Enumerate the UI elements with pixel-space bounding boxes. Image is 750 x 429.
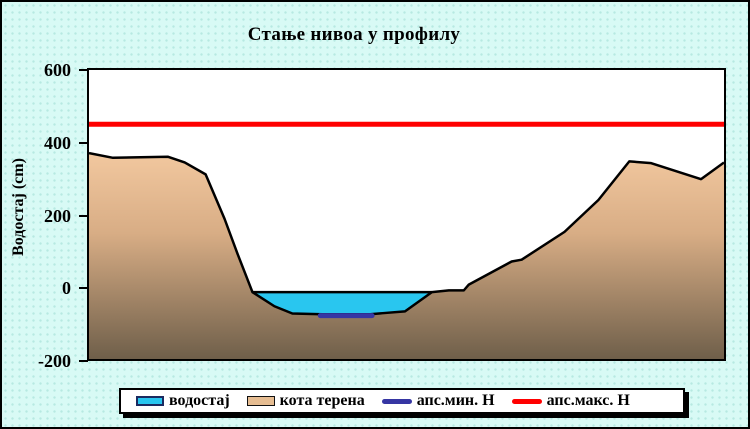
y-tick-mark [79, 360, 88, 362]
water-area [252, 292, 432, 315]
legend-item-abs-min: апс.мин. Н [381, 392, 495, 410]
legend: водостај кота терена апс.мин. Н апс.макс… [119, 388, 685, 414]
plot-area [87, 68, 726, 361]
y-tick-label: 600 [44, 60, 71, 80]
y-tick-mark [79, 141, 88, 144]
legend-label-water: водостај [169, 392, 230, 409]
terrain-swatch-icon [246, 396, 275, 406]
abs-max-line-icon [511, 398, 542, 404]
legend-item-terrain: кота терена [246, 392, 365, 410]
y-tick-label: 200 [44, 205, 71, 226]
legend-label-abs-min: апс.мин. Н [416, 392, 495, 409]
y-tick-mark [79, 69, 88, 71]
legend-item-water: водостај [136, 392, 230, 410]
abs-min-line-icon [381, 398, 412, 404]
legend-label-abs-max: апс.макс. Н [546, 392, 630, 409]
y-tick-mark [79, 214, 88, 217]
y-tick-label: -200 [38, 351, 71, 371]
profile-chart [89, 121, 724, 359]
water-swatch-icon [136, 396, 164, 406]
terrain-area [89, 153, 724, 359]
chart-title: Стање нивоа у профилу [247, 24, 461, 45]
y-tick-label: 0 [62, 278, 71, 299]
y-tick-mark [79, 287, 88, 290]
legend-item-abs-max: апс.макс. Н [511, 392, 630, 410]
legend-label-terrain: кота терена [279, 392, 365, 409]
terrain-outline [89, 151, 724, 316]
y-tick-label: 400 [44, 132, 71, 153]
